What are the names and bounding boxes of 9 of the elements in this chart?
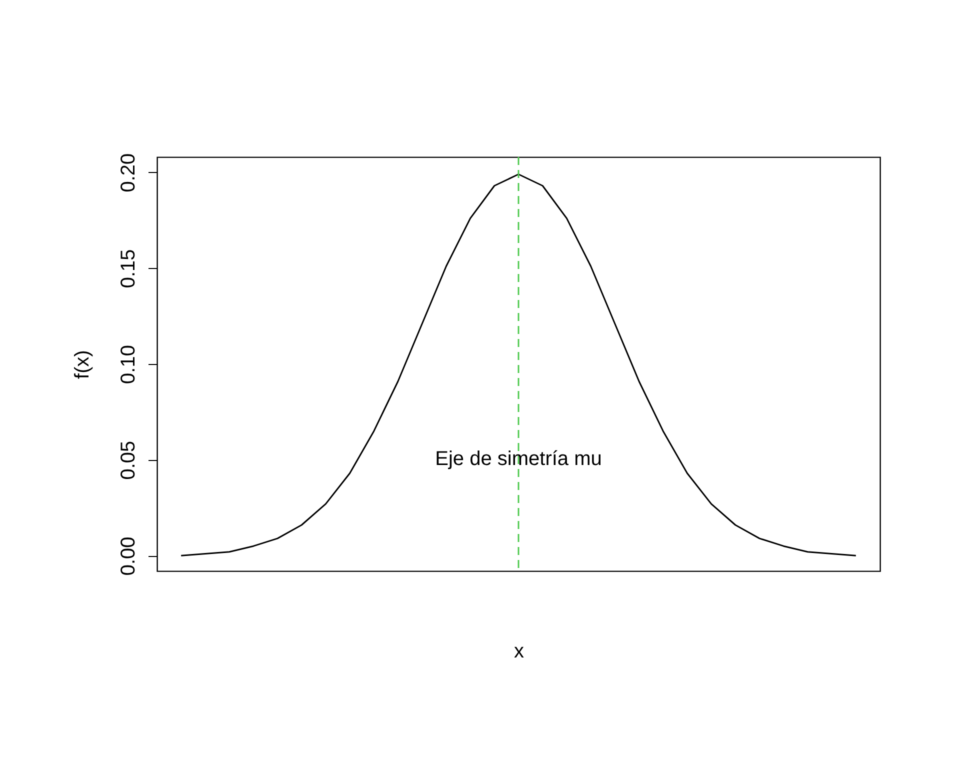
- y-tick-label: 0.10: [118, 345, 140, 384]
- y-tick-label: 0.15: [118, 249, 140, 288]
- line-series: [180, 174, 857, 556]
- annotation: Eje de simetría mu: [435, 448, 602, 470]
- y-tick-label: 0.05: [118, 440, 140, 480]
- y-tick-label: 0.20: [118, 153, 140, 192]
- y-tick-label: 0.00: [118, 536, 140, 576]
- y-axis-title: f(x): [72, 350, 94, 379]
- x-axis-title: x: [514, 640, 524, 662]
